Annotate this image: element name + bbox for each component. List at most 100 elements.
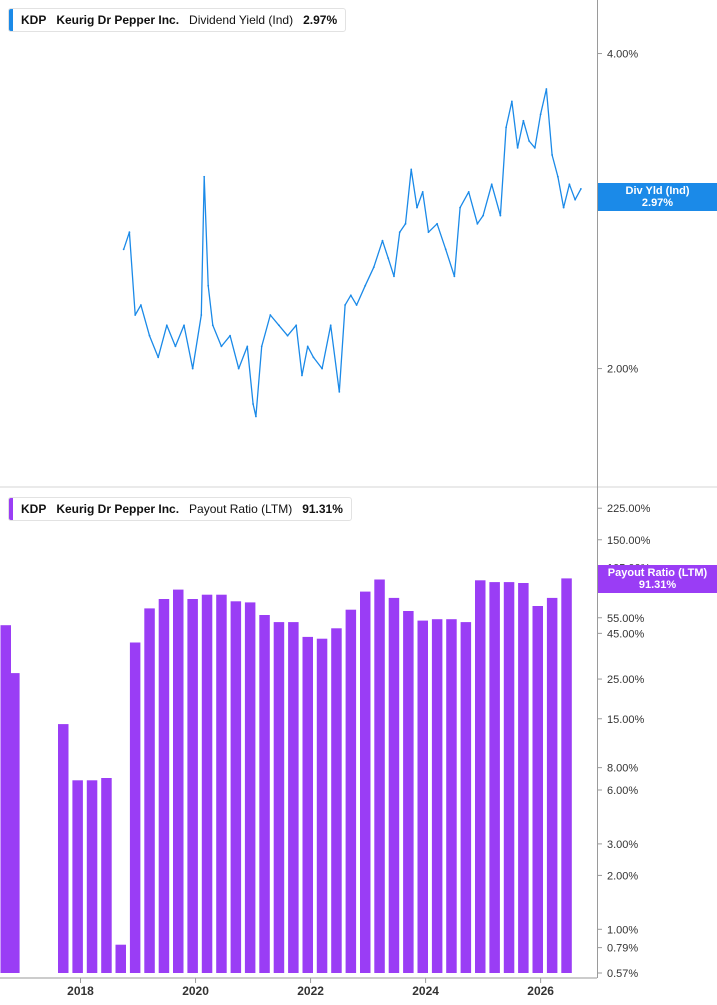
payout-ratio-bar [9, 673, 20, 973]
payout-ratio-bar [561, 578, 572, 973]
payout-ratio-bar [374, 579, 385, 973]
x-axis: 2018 2020 2022 2024 2026 [0, 977, 597, 998]
dividend-yield-point [393, 275, 395, 278]
payout-ratio-bar [129, 642, 141, 973]
payout-ratio-bar [288, 622, 299, 973]
dividend-yield-point [539, 113, 542, 116]
dividend-yield-point [207, 284, 210, 287]
tag-label: Div Yld (Ind) [625, 185, 690, 197]
dividend-yield-point [286, 334, 289, 337]
dividend-yield-point [444, 248, 447, 251]
dividend-yield-point [148, 334, 151, 337]
y-tick-label: 0.57% [607, 968, 638, 980]
legend-company: Keurig Dr Pepper Inc. [56, 502, 180, 516]
payout-ratio-bar [201, 594, 213, 973]
dividend-yield-point [522, 119, 525, 122]
x-tick-label: 2018 [67, 984, 94, 998]
dividend-yield-point [381, 239, 384, 242]
dividend-yield-point [200, 314, 203, 316]
payout-ratio-bar [302, 636, 313, 973]
dividend-yield-point [312, 356, 315, 359]
dividend-yield-point [516, 147, 519, 149]
dividend-yield-point [329, 324, 332, 327]
y-tick-label: 15.00% [607, 714, 645, 726]
tag-value: 2.97% [641, 197, 674, 209]
dividend-yield-point [528, 140, 531, 142]
dividend-yield-point [211, 324, 214, 327]
dividend-yield-point [301, 374, 303, 377]
dividend-yield-point [338, 390, 341, 393]
dividend-yield-point [404, 222, 407, 225]
dividend-yield-point [355, 304, 358, 306]
x-tick-label: 2022 [297, 984, 324, 998]
dividend-yield-point [255, 415, 257, 418]
payout-ratio-bar [187, 599, 198, 973]
y-tick-label: 25.00% [607, 674, 645, 686]
y-tick-label: 2.00% [607, 364, 638, 376]
dividend-yield-point [436, 222, 439, 225]
payout-ratio-bar [489, 582, 500, 973]
dividend-yield-point [134, 314, 137, 316]
payout-ratio-bar [518, 583, 529, 973]
dividend-yield-point [344, 304, 346, 306]
payout-ratio-bar [431, 619, 443, 973]
payout-ratio-bar [417, 620, 428, 973]
payout-ratio-plot: 225.00%150.00%105.00%55.00%45.00%25.00%1… [0, 503, 651, 980]
legend-company: Keurig Dr Pepper Inc. [56, 13, 180, 27]
y-tick-label: 0.79% [607, 943, 638, 955]
dividend-yield-point [551, 154, 554, 156]
payout-swatch [9, 498, 13, 520]
y-tick-label: 6.00% [607, 785, 638, 797]
dividend-yield-point [490, 183, 493, 186]
dividend-yield-point [410, 168, 413, 171]
y-tick-label: 8.00% [607, 763, 638, 775]
dividend-yield-point [122, 248, 125, 251]
tag-label: Payout Ratio (LTM) [607, 567, 708, 579]
dividend-yield-point [349, 294, 352, 297]
yield-swatch [9, 9, 13, 31]
dividend-yield-point [157, 356, 160, 359]
dividend-yield-point [533, 147, 536, 149]
dividend-yield-point [459, 206, 462, 209]
dividend-yield-point [574, 198, 577, 201]
y-tick-label: 3.00% [607, 839, 638, 851]
payout-ratio-bar [72, 780, 83, 973]
dividend-yield-price-tag: Div Yld (Ind) 2.97% [598, 183, 717, 211]
payout-ratio-bar [216, 594, 227, 973]
payout-ratio-legend[interactable]: KDP Keurig Dr Pepper Inc. Payout Ratio (… [8, 497, 352, 521]
dividend-yield-point [416, 206, 418, 209]
payout-ratio-bar [360, 591, 371, 973]
y-tick-label: 55.00% [607, 613, 645, 625]
dividend-yield-point [306, 345, 309, 348]
payout-ratio-bar [532, 606, 543, 973]
dividend-yield-point [505, 126, 508, 129]
dividend-yield-point [252, 403, 254, 405]
dividend-yield-point [482, 214, 485, 217]
payout-ratio-bar [316, 638, 328, 973]
legend-value: 2.97% [303, 13, 338, 27]
dividend-yield-point [203, 175, 206, 178]
payout-ratio-bar [86, 780, 98, 973]
legend-ticker: KDP [21, 13, 47, 27]
payout-ratio-bar [173, 589, 184, 973]
dividend-yield-point [568, 183, 571, 186]
dividend-yield-point [364, 284, 367, 287]
payout-ratio-price-tag: Payout Ratio (LTM) 91.31% [598, 565, 717, 593]
dividend-yield-point [579, 187, 582, 190]
dividend-yield-point [499, 214, 502, 217]
dividend-yield-point [260, 345, 263, 348]
dividend-yield-point [183, 324, 185, 327]
payout-ratio-bar [503, 582, 515, 973]
dividend-yield-point [128, 231, 131, 234]
dividend-yield-point [372, 266, 375, 269]
dividend-yield-point [237, 367, 240, 370]
payout-ratio-bar [144, 608, 155, 973]
dividend-yield-plot: 4.00% 2.00% [122, 49, 638, 418]
payout-ratio-bar [273, 622, 285, 973]
x-tick-label: 2026 [527, 984, 554, 998]
y-tick-label: 150.00% [607, 535, 651, 547]
dividend-yield-point [278, 324, 280, 327]
payout-ratio-bar [230, 601, 242, 973]
dividend-yield-point [467, 191, 470, 193]
dividend-yield-legend[interactable]: KDP Keurig Dr Pepper Inc. Dividend Yield… [8, 8, 347, 32]
